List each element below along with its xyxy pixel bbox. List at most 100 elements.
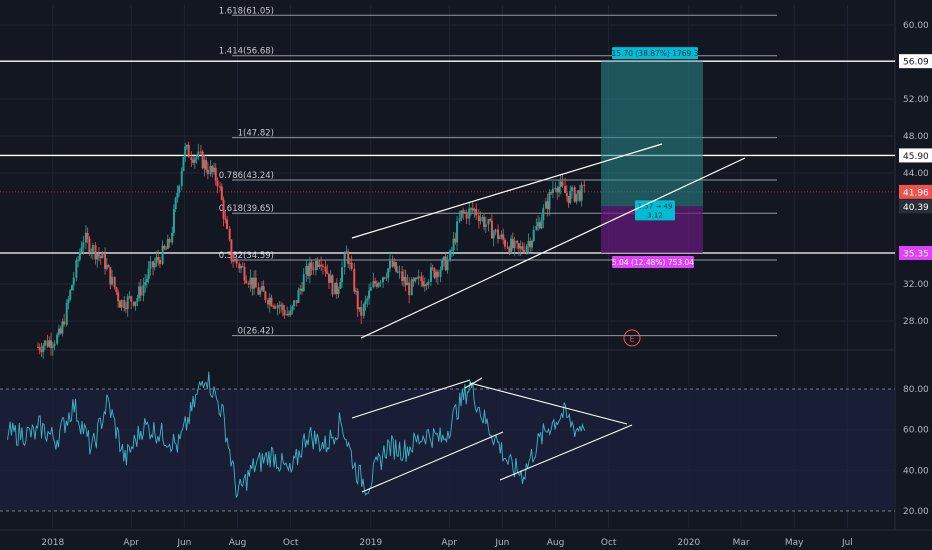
candle[interactable]	[369, 282, 372, 292]
rsi-trendline[interactable]	[464, 377, 483, 389]
candle[interactable]	[331, 273, 334, 297]
candle[interactable]	[382, 276, 385, 289]
candle[interactable]	[197, 143, 200, 161]
candle[interactable]	[510, 234, 513, 255]
candle[interactable]	[172, 204, 175, 237]
candle[interactable]	[40, 342, 43, 357]
candle[interactable]	[321, 263, 324, 275]
candle[interactable]	[372, 272, 375, 289]
candle[interactable]	[484, 216, 487, 234]
candle[interactable]	[152, 260, 155, 276]
candle[interactable]	[387, 267, 390, 283]
candle[interactable]	[529, 237, 532, 252]
candle[interactable]	[479, 211, 482, 225]
candle[interactable]	[420, 271, 423, 287]
candle[interactable]	[532, 225, 535, 243]
candle[interactable]	[82, 235, 85, 255]
candle[interactable]	[544, 197, 547, 209]
candle[interactable]	[205, 157, 208, 173]
candle[interactable]	[72, 272, 75, 291]
candle[interactable]	[124, 301, 127, 313]
candle[interactable]	[481, 214, 484, 223]
candle[interactable]	[527, 233, 530, 254]
candle[interactable]	[436, 269, 439, 285]
candle[interactable]	[280, 301, 283, 313]
candle[interactable]	[465, 209, 468, 224]
candle[interactable]	[136, 295, 139, 307]
candle[interactable]	[364, 295, 367, 311]
candle[interactable]	[153, 257, 156, 271]
candle[interactable]	[161, 240, 164, 266]
candle[interactable]	[249, 269, 252, 292]
candle[interactable]	[67, 296, 70, 310]
candle[interactable]	[324, 260, 327, 277]
candle[interactable]	[564, 177, 567, 194]
candle[interactable]	[429, 262, 432, 287]
candle[interactable]	[305, 259, 308, 283]
candle[interactable]	[50, 332, 53, 356]
candle[interactable]	[343, 251, 346, 275]
candle[interactable]	[489, 217, 492, 222]
candle[interactable]	[471, 201, 474, 215]
candle[interactable]	[80, 241, 83, 254]
candle[interactable]	[107, 263, 110, 268]
candle[interactable]	[475, 203, 478, 220]
candle[interactable]	[561, 175, 564, 188]
candle[interactable]	[283, 304, 286, 319]
candle[interactable]	[268, 293, 271, 313]
candle[interactable]	[360, 300, 363, 325]
candle[interactable]	[257, 282, 260, 296]
candle[interactable]	[391, 255, 394, 268]
candle[interactable]	[272, 304, 275, 310]
candle[interactable]	[354, 287, 357, 295]
candle[interactable]	[163, 244, 166, 251]
candle[interactable]	[578, 184, 581, 203]
candle[interactable]	[75, 257, 78, 282]
candle[interactable]	[90, 248, 93, 259]
candle[interactable]	[166, 234, 169, 249]
candle[interactable]	[358, 307, 361, 312]
candle[interactable]	[535, 218, 538, 231]
candle[interactable]	[259, 287, 262, 298]
candle[interactable]	[508, 245, 511, 256]
candle[interactable]	[109, 267, 112, 289]
candle[interactable]	[353, 263, 356, 295]
candle[interactable]	[490, 214, 493, 239]
candle[interactable]	[56, 332, 59, 346]
candle[interactable]	[347, 248, 350, 269]
candle[interactable]	[329, 269, 332, 283]
candle[interactable]	[144, 273, 147, 293]
candle[interactable]	[59, 325, 62, 335]
candle[interactable]	[86, 227, 89, 244]
candle[interactable]	[142, 277, 145, 302]
candle[interactable]	[314, 258, 317, 276]
candle[interactable]	[139, 278, 142, 302]
candle[interactable]	[557, 180, 560, 198]
candle[interactable]	[517, 242, 520, 256]
candle[interactable]	[101, 250, 104, 259]
candle[interactable]	[182, 156, 185, 172]
candle[interactable]	[247, 280, 250, 289]
candle[interactable]	[368, 283, 371, 305]
candle[interactable]	[70, 284, 73, 291]
candle[interactable]	[498, 235, 501, 240]
candle[interactable]	[262, 280, 265, 292]
rsi-trendline[interactable]	[469, 382, 628, 425]
candle[interactable]	[492, 230, 495, 247]
candle[interactable]	[94, 242, 97, 265]
candle[interactable]	[61, 318, 64, 337]
candle[interactable]	[91, 242, 94, 260]
candle[interactable]	[388, 253, 391, 272]
candle[interactable]	[37, 342, 39, 349]
candle[interactable]	[176, 185, 179, 203]
candle[interactable]	[573, 185, 576, 203]
candle[interactable]	[111, 269, 114, 286]
candle[interactable]	[469, 207, 472, 216]
candle[interactable]	[115, 286, 118, 296]
rsi-trendline[interactable]	[361, 431, 504, 493]
candle[interactable]	[393, 257, 396, 269]
candle[interactable]	[452, 232, 455, 256]
candle[interactable]	[281, 302, 284, 317]
candle[interactable]	[433, 267, 436, 280]
candle[interactable]	[516, 239, 519, 250]
